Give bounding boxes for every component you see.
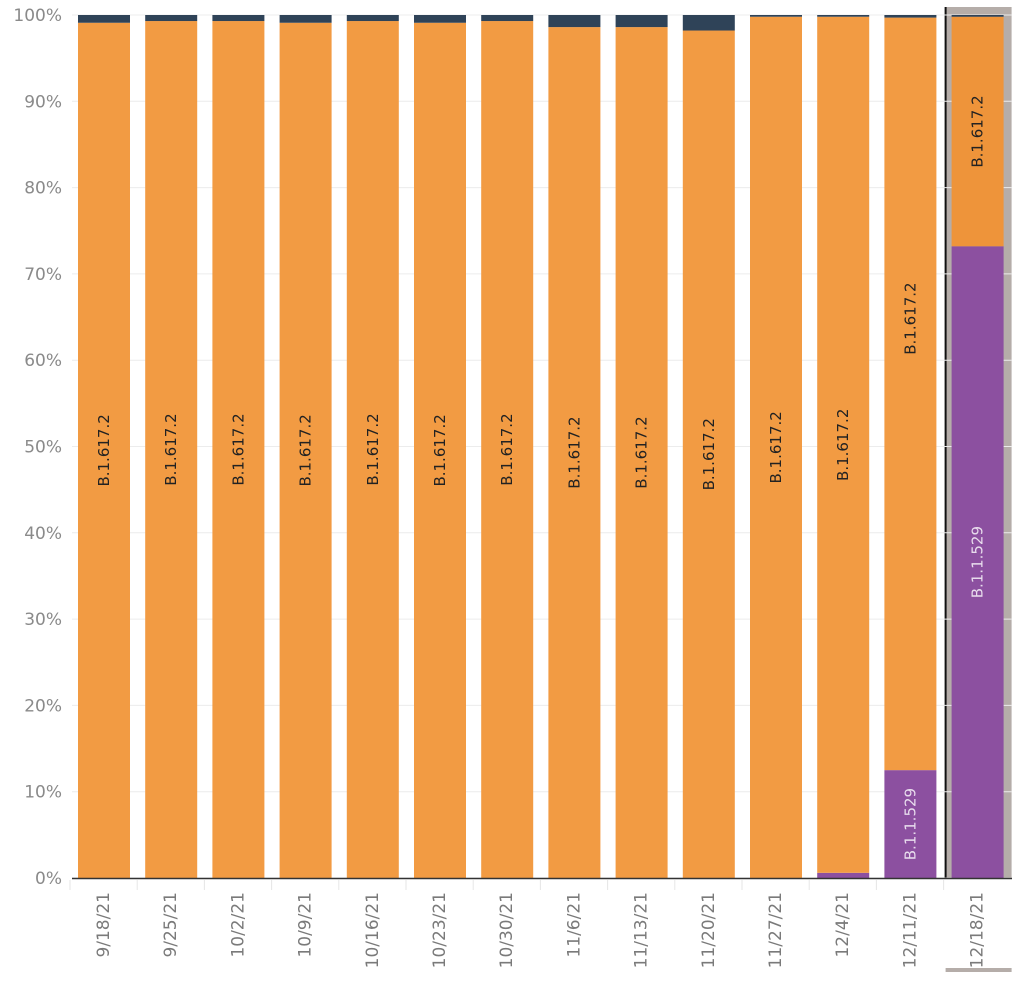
bar-segment-b-1-617-2: [145, 21, 198, 878]
bar-segment-other: [682, 15, 735, 31]
y-tick-label: 90%: [24, 92, 62, 112]
bar-segment-other: [817, 15, 870, 17]
segment-label: B.1.617.2: [95, 414, 113, 486]
segment-label: B.1.617.2: [162, 413, 180, 485]
x-tick-label: 10/16/21: [363, 892, 383, 968]
bar-segment-b-1-617-2: [817, 16, 870, 873]
y-tick-label: 40%: [24, 524, 62, 544]
bar-segment-b-1-617-2: [414, 22, 466, 878]
x-tick-label: 10/30/21: [497, 892, 517, 968]
bar-segment-b-1-617-2: [78, 22, 130, 878]
segment-label: B.1.617.2: [431, 414, 449, 486]
segment-label: B.1.1.529: [969, 526, 987, 598]
y-tick-label: 30%: [24, 610, 62, 630]
x-tick-label: 12/18/21: [968, 892, 988, 968]
segment-label: B.1.617.2: [633, 416, 651, 488]
segment-label: B.1.617.2: [565, 416, 583, 488]
bar-segment-other: [78, 15, 130, 23]
x-tick-label: 9/25/21: [161, 892, 181, 958]
y-tick-label: 70%: [24, 265, 62, 285]
bar-segment-b-1-617-2: [682, 30, 735, 879]
segment-label: B.1.617.2: [229, 413, 247, 485]
x-axis: [69, 877, 1012, 890]
bar-segment-other: [212, 15, 265, 22]
segment-label: B.1.617.2: [700, 418, 718, 490]
segment-label: B.1.617.2: [364, 413, 382, 485]
bar-segment-other: [750, 15, 802, 17]
segment-label: B.1.617.2: [498, 413, 516, 485]
segment-label: B.1.617.2: [767, 411, 785, 483]
y-tick-label: 0%: [35, 869, 62, 889]
bar-segment-b-1-617-2: [279, 22, 332, 878]
bar-segment-b-1-617-2: [884, 17, 937, 771]
bar-segment-other: [951, 15, 1004, 17]
bar-segment-other: [548, 15, 601, 28]
x-tick-label: 9/18/21: [94, 892, 114, 958]
y-tick-label: 20%: [24, 696, 62, 716]
y-tick-label: 50%: [24, 438, 62, 458]
y-tick-label: 80%: [24, 179, 62, 199]
x-tick-label: 10/23/21: [430, 892, 450, 968]
bar-segment-b-1-1-529: [951, 246, 1004, 878]
x-tick-label: 11/27/21: [766, 892, 786, 968]
y-tick-label: 100%: [13, 6, 62, 26]
bar-segment-other: [481, 15, 534, 22]
x-axis-ticks: 9/18/21 9/25/21 10/2/21 10/9/21 10/16/21 10/2…: [94, 892, 988, 968]
bar-segment-other: [615, 15, 668, 28]
y-axis-ticks: 0% 10% 20% 30% 40% 50% 60% 70% 80% 90% 100%: [13, 6, 62, 889]
x-tick-label: 11/6/21: [564, 892, 584, 958]
x-tick-label: 12/11/21: [900, 892, 920, 968]
bar-segment-other: [346, 15, 399, 22]
highlight-column-footer: [945, 968, 1012, 972]
y-tick-label: 10%: [24, 783, 62, 803]
segment-label: B.1.617.2: [834, 409, 852, 481]
bar-segment-b-1-617-2: [212, 21, 265, 878]
bar-segment-b-1-617-2: [951, 16, 1004, 247]
bar-segment-b-1-1-529: [817, 872, 870, 878]
segment-label: B.1.1.529: [901, 788, 919, 860]
bar-segment-b-1-617-2: [346, 21, 399, 878]
bar-segment-b-1-617-2: [750, 16, 802, 878]
segment-label: B.1.617.2: [969, 95, 987, 167]
bar-segment-other: [414, 15, 466, 23]
segment-label: B.1.617.2: [297, 414, 315, 486]
x-tick-label: 10/2/21: [228, 892, 248, 958]
x-tick-label: 12/4/21: [833, 892, 853, 958]
bar-segment-other: [279, 15, 332, 23]
bars: [78, 15, 1004, 879]
x-tick-label: 10/9/21: [296, 892, 316, 958]
bar-segment-b-1-617-2: [548, 27, 601, 878]
bar-segment-b-1-617-2: [481, 21, 534, 878]
segment-label: B.1.617.2: [901, 282, 919, 354]
bar-segment-b-1-617-2: [615, 27, 668, 878]
y-tick-label: 60%: [24, 351, 62, 371]
bar-segment-b-1-1-529: [884, 770, 937, 878]
segment-labels: B.1.617.2 B.1.617.2 B.1.617.2 B.1.617.2 B.1.…: [95, 95, 987, 860]
x-tick-label: 11/20/21: [699, 892, 719, 968]
bar-segment-other: [884, 15, 937, 18]
x-tick-label: 11/13/21: [632, 892, 652, 968]
bar-segment-other: [145, 15, 198, 22]
